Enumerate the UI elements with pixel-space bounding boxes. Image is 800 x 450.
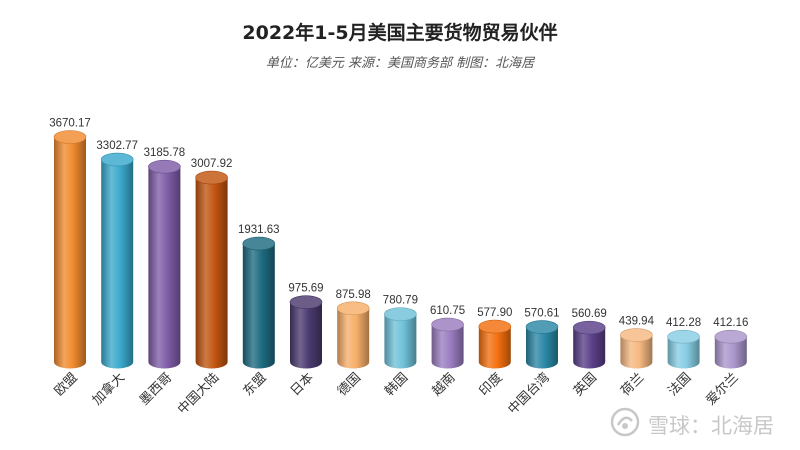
category-label: 加拿大 — [89, 370, 128, 409]
category-label: 东盟 — [241, 370, 270, 399]
data-label: 875.98 — [336, 289, 371, 301]
data-label: 1931.63 — [238, 224, 280, 236]
data-label: 780.79 — [383, 295, 418, 307]
chart-subtitle: 单位：亿美元 来源：美国商务部 制图：北海居 — [265, 56, 535, 71]
snowball-logo-icon — [610, 407, 640, 442]
category-label: 韩国 — [382, 370, 411, 399]
watermark: 雪球：北海居 — [610, 407, 774, 442]
data-label: 412.28 — [666, 317, 701, 329]
bar-荷兰 — [620, 328, 653, 369]
category-label: 中国台湾 — [505, 370, 553, 418]
data-label: 412.16 — [713, 317, 748, 329]
data-label: 570.61 — [524, 308, 559, 320]
bar-欧盟 — [53, 130, 87, 369]
data-label: 975.69 — [288, 283, 323, 295]
category-label: 欧盟 — [52, 370, 81, 399]
category-label: 越南 — [429, 370, 459, 400]
data-label: 577.90 — [477, 307, 512, 319]
category-label: 荷兰 — [618, 370, 647, 399]
bar-东盟 — [242, 236, 276, 369]
bar-韩国 — [384, 307, 417, 369]
data-label: 3185.78 — [144, 147, 186, 159]
data-label: 3670.17 — [49, 118, 91, 130]
bar-德国 — [336, 301, 370, 369]
data-label: 439.94 — [619, 316, 655, 328]
category-label: 英国 — [571, 370, 600, 399]
bar-日本 — [289, 295, 323, 369]
bar-中国大陆 — [195, 170, 228, 369]
data-label: 3302.77 — [96, 140, 138, 152]
category-label: 爱尔兰 — [703, 370, 741, 408]
data-label: 610.75 — [430, 305, 465, 317]
data-label: 560.69 — [572, 308, 607, 320]
category-label: 德国 — [335, 370, 364, 399]
category-label: 法国 — [665, 370, 694, 399]
category-label: 印度 — [476, 370, 506, 400]
bar-墨西哥 — [148, 159, 181, 369]
bar-越南 — [431, 317, 464, 369]
category-label: 墨西哥 — [137, 370, 175, 408]
bar-中国台湾 — [525, 320, 559, 369]
chart-title: 2022年1-5月美国主要货物贸易伙伴 — [242, 22, 558, 44]
bar-加拿大 — [100, 152, 134, 369]
bar-印度 — [478, 319, 512, 369]
bar-法国 — [667, 329, 700, 369]
bar-爱尔兰 — [714, 329, 748, 369]
category-label: 中国大陆 — [174, 370, 222, 418]
category-label: 日本 — [288, 370, 317, 399]
data-label: 3007.92 — [191, 158, 233, 170]
bar-英国 — [572, 320, 606, 369]
watermark-text: 雪球：北海居 — [648, 413, 774, 438]
